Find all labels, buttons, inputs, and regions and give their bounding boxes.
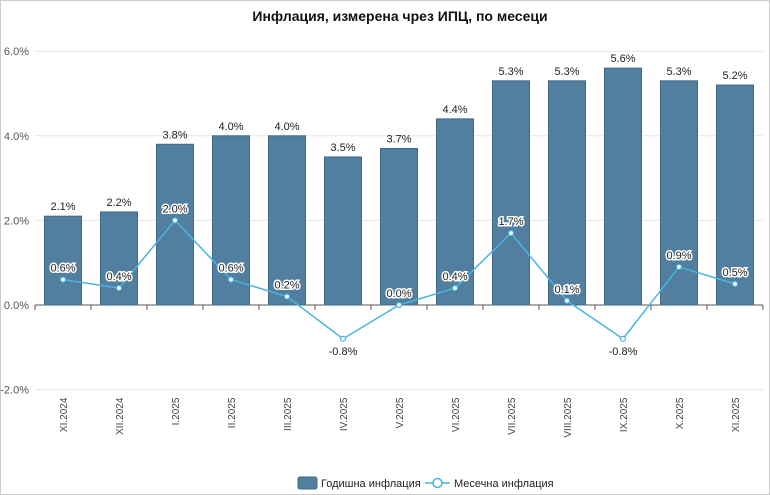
bar-annual[interactable] [324,156,362,306]
bar-annual[interactable] [436,118,474,306]
x-tick-label: IX.2025 [619,397,630,432]
bar-annual[interactable] [156,143,194,306]
legend-item-annual[interactable]: Годишна инфлация [297,476,421,490]
x-tick-label: XII.2024 [115,397,126,435]
line-value-label: 2.0% [162,203,187,215]
line-value-label: 0.6% [218,263,243,275]
line-value-label: 0.4% [106,271,131,283]
legend-item-monthly[interactable]: Месечна инфлация [425,477,554,490]
bar-value-label: 5.3% [554,66,579,78]
bar-annual[interactable] [716,84,754,306]
bar-annual[interactable] [44,215,82,306]
bar-value-label: 4.0% [274,121,299,133]
bar-value-label: 4.4% [442,104,467,116]
bar-value-label: 5.3% [666,66,691,78]
x-tick-label: XI.2024 [59,397,70,432]
line-point[interactable] [115,284,123,292]
legend: Годишна инфлация Месечна инфлация [297,476,554,490]
y-tick-label: -2.0% [0,385,29,397]
line-point[interactable] [451,284,459,292]
x-tick-label: VI.2025 [451,397,462,432]
line-value-label: 0.4% [442,271,467,283]
line-point[interactable] [563,297,571,304]
bar-annual[interactable] [100,211,138,306]
y-tick-label: 0.0% [4,300,29,312]
x-tick-label: II.2025 [227,397,238,428]
bar-annual[interactable] [268,135,306,306]
bar-annual[interactable] [604,67,642,306]
bar-value-label: 2.1% [50,201,75,213]
line-point[interactable] [675,263,683,271]
bar-value-label: 5.3% [498,66,523,78]
legend-label-annual: Годишна инфлация [321,478,421,490]
legend-label-monthly: Месечна инфлация [454,478,554,490]
line-point[interactable] [507,229,515,237]
line-point[interactable] [59,276,67,283]
line-point[interactable] [731,280,739,287]
line-value-label: -0.8% [329,346,358,358]
line-point[interactable] [283,293,291,300]
line-point[interactable] [171,217,179,224]
line-point[interactable] [395,301,403,309]
bar-annual[interactable] [380,147,418,306]
line-value-label: 0.5% [722,267,747,279]
bar-value-label: 5.2% [722,70,747,82]
chart-title: Инфлация, измерена чрез ИПЦ, по месеци [252,8,547,24]
y-tick-label: 4.0% [4,131,29,143]
x-tick-label: IV.2025 [339,397,350,431]
bar-value-label: 3.7% [386,133,411,145]
x-tick-label: V.2025 [395,397,406,428]
bar-value-label: 4.0% [218,121,243,133]
line-point[interactable] [339,335,347,342]
line-value-label: -0.8% [609,346,638,358]
x-tick-label: X.2025 [675,397,686,429]
x-tick-label: XI.2025 [731,397,742,432]
line-value-label: 0.6% [50,263,75,275]
line-value-label: 0.1% [554,284,579,296]
line-value-label: 1.7% [498,216,523,228]
bar-value-label: 5.6% [610,53,635,65]
bar-annual[interactable] [548,80,586,306]
legend-marker-icon [432,477,443,489]
bar-value-label: 3.8% [162,129,187,141]
bar-value-label: 3.5% [330,142,355,154]
line-value-label: 0.2% [274,280,299,292]
y-tick-label: 2.0% [4,215,29,227]
x-tick-label: VIII.2025 [563,397,574,437]
line-point[interactable] [619,335,627,342]
legend-bar-swatch [297,476,318,490]
x-tick-label: III.2025 [283,397,294,431]
bar-value-label: 2.2% [106,197,131,209]
bar-annual[interactable] [492,80,530,306]
line-value-label: 0.0% [386,288,411,300]
x-tick-label: VII.2025 [507,397,518,435]
line-point[interactable] [227,276,235,283]
x-tick-label: I.2025 [171,397,182,425]
y-tick-label: 6.0% [4,46,29,58]
line-value-label: 0.9% [666,250,691,262]
